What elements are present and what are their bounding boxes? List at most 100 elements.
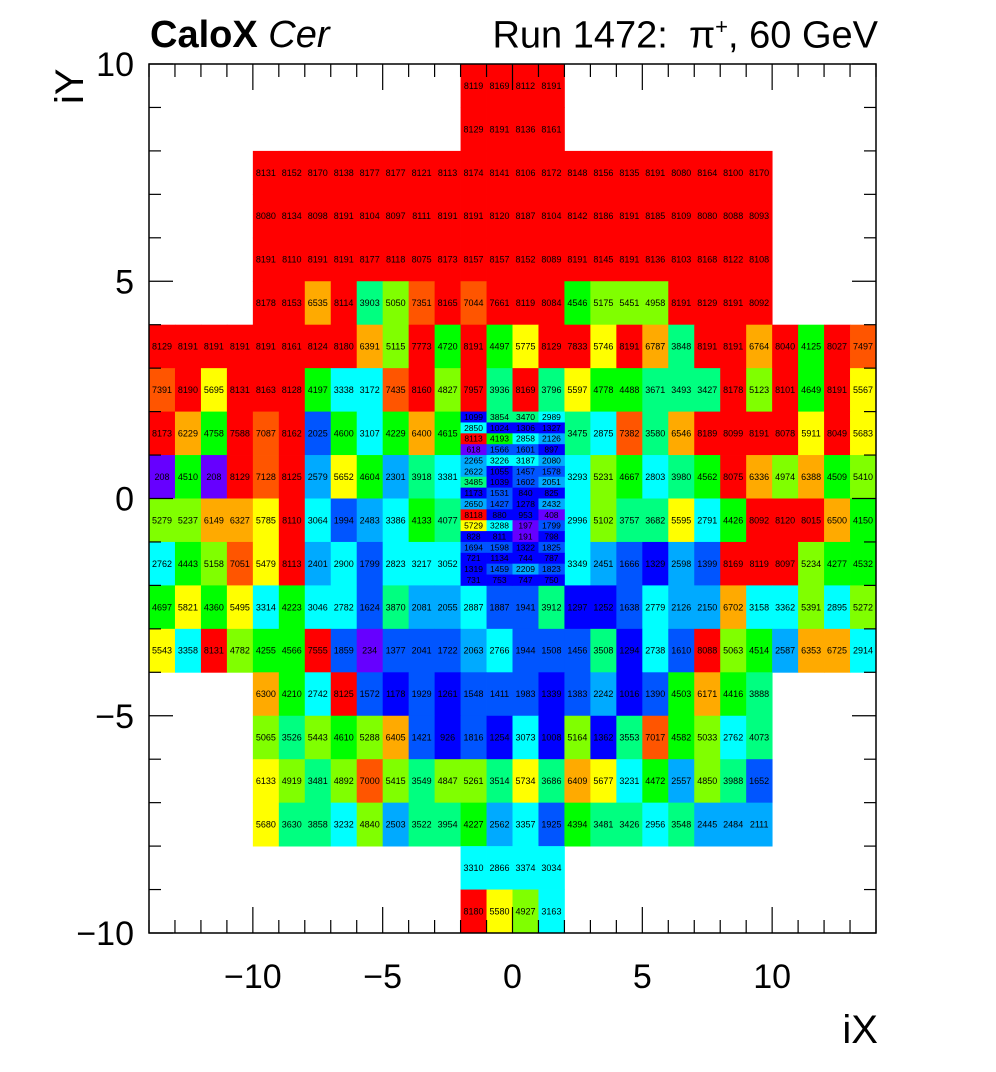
heatmap-cell-label: 3936 (490, 385, 510, 395)
heatmap-cell (408, 759, 436, 804)
heatmap-cell (200, 411, 228, 456)
heatmap-cell (382, 368, 410, 412)
heatmap-cell-label: 5234 (801, 559, 821, 569)
heatmap-cell (616, 237, 643, 282)
heatmap-cell (408, 585, 436, 630)
heatmap-cell-label: 8161 (541, 124, 561, 134)
heatmap-cell (668, 368, 695, 412)
heatmap-cell-label: 3671 (645, 385, 665, 395)
heatmap-cell-label: 7555 (308, 646, 328, 656)
heatmap-cell-label: 8191 (204, 342, 224, 352)
heatmap-cell-label: 3493 (671, 385, 691, 395)
heatmap-cell-label: 2762 (723, 733, 743, 743)
heatmap-cell-label: 2766 (490, 646, 510, 656)
heatmap-cell (486, 498, 513, 510)
heatmap-cell-label: 1099 (464, 412, 483, 422)
heatmap-cell (434, 281, 461, 326)
heatmap-cell (512, 846, 539, 890)
heatmap-cell (304, 281, 332, 326)
heatmap-cell-label: 5033 (697, 733, 717, 743)
heatmap-cell-label: 2081 (412, 602, 432, 612)
heatmap-cell-label: 5567 (853, 385, 873, 395)
heatmap-cell (149, 628, 176, 673)
heatmap-cell-label: 5415 (386, 776, 406, 786)
heatmap-cell (642, 498, 669, 543)
heatmap-cell (486, 107, 513, 152)
heatmap-cell (564, 541, 591, 586)
heatmap-cell (174, 368, 202, 412)
heatmap-cell-label: 2875 (593, 428, 613, 438)
heatmap-cell (850, 368, 877, 412)
heatmap-cell (564, 150, 591, 195)
heatmap-cell-label: 8136 (645, 255, 665, 265)
heatmap-cell-label: 5391 (801, 602, 821, 612)
heatmap-cell-label: 8129 (697, 298, 717, 308)
heatmap-cell-label: 3888 (749, 689, 769, 699)
heatmap-cell-label: 4426 (723, 515, 743, 525)
heatmap-cell-label: 8100 (723, 168, 743, 178)
heatmap-cell-label: 4197 (308, 385, 328, 395)
heatmap-cell-label: 8113 (282, 559, 301, 569)
heatmap-cell (330, 715, 358, 760)
plot-title-left: CaloX Cer (150, 14, 330, 57)
heatmap-cell-label: 1421 (412, 733, 432, 743)
heatmap-cell-label: 3187 (516, 455, 535, 465)
heatmap-cell (149, 498, 176, 543)
heatmap-cell-label: 8191 (464, 211, 484, 221)
heatmap-cell (304, 237, 332, 282)
heatmap-cell-label: 7017 (645, 733, 665, 743)
heatmap-cell (226, 368, 254, 412)
heatmap-cell-label: 1666 (619, 559, 639, 569)
heatmap-cell (330, 150, 358, 195)
heatmap-cell-label: 4443 (178, 559, 198, 569)
heatmap-cell (746, 672, 773, 717)
heatmap-cell (486, 487, 513, 499)
heatmap-cell-label: 8120 (775, 515, 795, 525)
heatmap-cell-label: 4667 (619, 472, 639, 482)
heatmap-cell-label: 1377 (386, 646, 406, 656)
heatmap-cell-label: 1339 (541, 689, 561, 699)
heatmap-cell-label: 1994 (334, 515, 354, 525)
heatmap-cell-label: 8191 (178, 342, 198, 352)
title-run: Run 1472: (492, 14, 668, 57)
heatmap-cell-label: 2914 (853, 646, 873, 656)
heatmap-cell (824, 368, 851, 412)
heatmap-cell (356, 281, 384, 326)
heatmap-cell-label: 7588 (230, 428, 250, 438)
heatmap-cell (538, 672, 565, 717)
heatmap-cell-label: 744 (518, 553, 532, 563)
heatmap-cell-label: 3481 (593, 820, 613, 830)
heatmap-cell-label: 208 (154, 472, 169, 482)
heatmap-cell-label: 6764 (749, 342, 769, 352)
heatmap-cell-label: 8040 (775, 342, 795, 352)
heatmap-cell (668, 759, 695, 804)
heatmap-cell (538, 541, 565, 554)
heatmap-cell (694, 281, 721, 326)
heatmap-cell-label: 8191 (308, 255, 328, 265)
heatmap-cell-label: 4510 (178, 472, 198, 482)
heatmap-cell-label: 3918 (412, 472, 432, 482)
heatmap-cell (330, 498, 358, 543)
heatmap-cell-label: 840 (518, 488, 532, 498)
heatmap-cell (382, 628, 410, 673)
heatmap-cell-label: 8173 (152, 428, 172, 438)
heatmap-cell-label: 6300 (256, 689, 276, 699)
heatmap-cell (694, 150, 721, 195)
heatmap-cell (460, 541, 487, 554)
heatmap-cell (356, 541, 384, 586)
heatmap-cell-label: 2126 (671, 602, 691, 612)
heatmap-cell (694, 411, 721, 456)
heatmap-cell (538, 574, 565, 586)
heatmap-cell-label: 8177 (386, 168, 406, 178)
heatmap-cell-label: 3903 (360, 298, 380, 308)
heatmap-cell-label: 5775 (515, 342, 535, 352)
heatmap-cell (590, 237, 617, 282)
heatmap-cell (434, 368, 461, 412)
heatmap-cell (668, 194, 695, 239)
heatmap-cell (226, 324, 254, 369)
heatmap-cell (149, 411, 176, 456)
heatmap-cell-label: 2242 (593, 689, 613, 699)
heatmap-cell (278, 715, 306, 760)
heatmap-cell (356, 368, 384, 412)
heatmap-cell (278, 541, 306, 586)
